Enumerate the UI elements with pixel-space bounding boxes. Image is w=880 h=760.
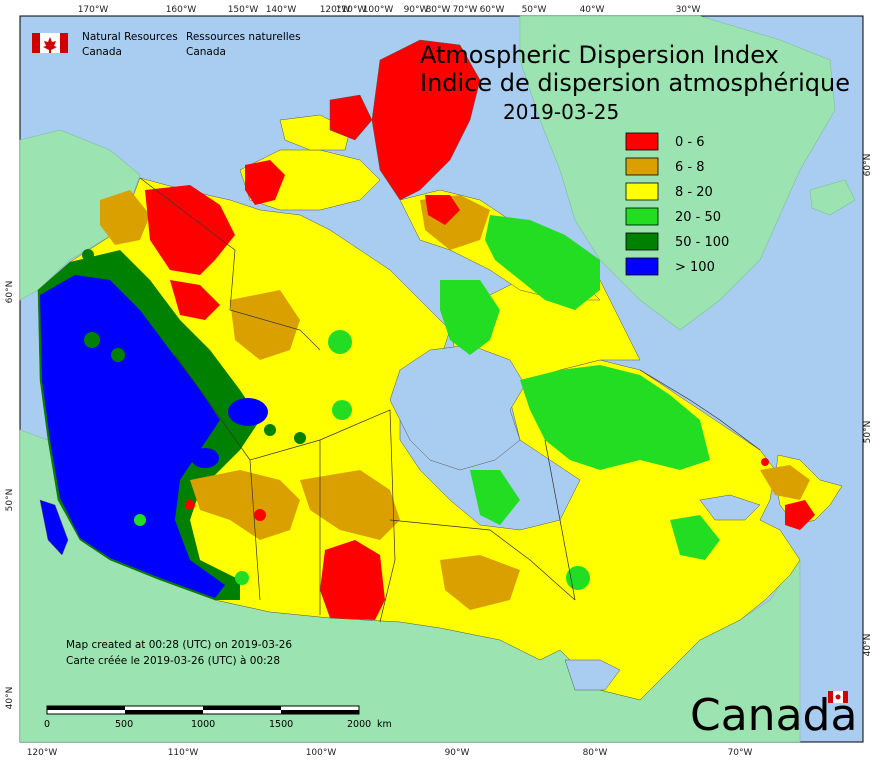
legend-label: 20 - 50 <box>675 210 721 225</box>
right-latitude-ticks: 60°N 50°N 40°N <box>863 154 873 657</box>
bottom-tick-label: 90°W <box>445 748 470 758</box>
bottom-tick-label: 120°W <box>27 748 58 758</box>
great-lakes <box>564 659 621 691</box>
index-zone-red <box>145 160 815 620</box>
index-zone-orange <box>100 190 810 610</box>
top-tick-label: 140°W <box>266 5 297 15</box>
agency-fr-line2: Canada <box>186 46 226 58</box>
scale-bar: 0 500 1000 1500 2000 km <box>44 705 392 730</box>
scale-label-0: 0 <box>44 719 50 730</box>
bottom-tick-label: 70°W <box>728 748 753 758</box>
legend-label: 50 - 100 <box>675 235 729 250</box>
bottom-tick-label: 80°W <box>583 748 608 758</box>
right-tick-label: 60°N <box>863 154 873 177</box>
hudson-bay <box>389 344 526 471</box>
nrcan-logo <box>32 33 68 53</box>
legend-label: 0 - 6 <box>675 135 705 150</box>
agency-en-line1: Natural Resources <box>82 31 178 43</box>
credit-fr: Carte créée le 2019-03-26 (UTC) à 00:28 <box>66 655 280 667</box>
title-fr: Indice de dispersion atmosphérique <box>420 69 850 97</box>
top-tick-label: 110°W <box>336 5 367 15</box>
legend-label: 8 - 20 <box>675 185 713 200</box>
scale-label-1000: 1000 <box>191 719 215 730</box>
legend-swatch <box>625 232 659 251</box>
index-zone-darkgreen <box>82 249 306 444</box>
wordmark-flag <box>828 691 848 703</box>
top-tick-label: 40°W <box>580 5 605 15</box>
right-tick-label: 50°N <box>863 421 873 444</box>
gulf-st-lawrence <box>699 494 761 521</box>
scale-unit: km <box>377 719 392 730</box>
top-tick-label: 50°W <box>522 5 547 15</box>
bottom-longitude-ticks: 120°W 110°W 100°W 90°W 80°W 70°W <box>27 748 753 758</box>
top-tick-label: 30°W <box>676 5 701 15</box>
top-tick-label: 100°W <box>363 5 394 15</box>
scale-label-500: 500 <box>115 719 133 730</box>
scale-label-2000: 2000 <box>347 719 371 730</box>
right-tick-label: 40°N <box>863 634 873 657</box>
legend-swatch <box>625 207 659 226</box>
top-tick-label: 170°W <box>78 5 109 15</box>
maple-leaf-icon <box>43 37 57 53</box>
top-tick-label: 120°W <box>320 5 351 15</box>
top-tick-label: 150°W <box>228 5 259 15</box>
province-borders <box>139 177 761 623</box>
top-tick-label: 70°W <box>453 5 478 15</box>
left-latitude-ticks: 60°N 50°N 40°N <box>5 281 15 710</box>
title-en: Atmospheric Dispersion Index <box>420 41 779 69</box>
legend-swatch <box>625 257 659 276</box>
left-tick-label: 50°N <box>5 489 15 512</box>
top-tick-label: 160°W <box>166 5 197 15</box>
agency-fr-line1: Ressources naturelles <box>186 31 301 43</box>
legend-swatch <box>625 182 659 201</box>
legend-label: 6 - 8 <box>675 160 705 175</box>
legend-swatch <box>625 132 659 151</box>
legend-swatch <box>625 157 659 176</box>
legend-label: > 100 <box>675 260 715 275</box>
credit-en: Map created at 00:28 (UTC) on 2019-03-26 <box>66 639 292 651</box>
agency-en-line2: Canada <box>82 46 122 58</box>
index-zone-green <box>134 215 720 590</box>
bottom-tick-label: 100°W <box>306 748 337 758</box>
scale-label-1500: 1500 <box>269 719 293 730</box>
top-tick-label: 60°W <box>480 5 505 15</box>
top-tick-label: 80°W <box>426 5 451 15</box>
legend: 0 - 6 6 - 8 8 - 20 20 - 50 50 - 100 > 100 <box>625 132 729 276</box>
top-tick-label: 90°W <box>404 5 429 15</box>
other-land <box>19 15 856 743</box>
left-tick-label: 60°N <box>5 281 15 304</box>
map-date: 2019-03-25 <box>503 100 619 124</box>
left-tick-label: 40°N <box>5 687 15 710</box>
bottom-tick-label: 110°W <box>168 748 199 758</box>
